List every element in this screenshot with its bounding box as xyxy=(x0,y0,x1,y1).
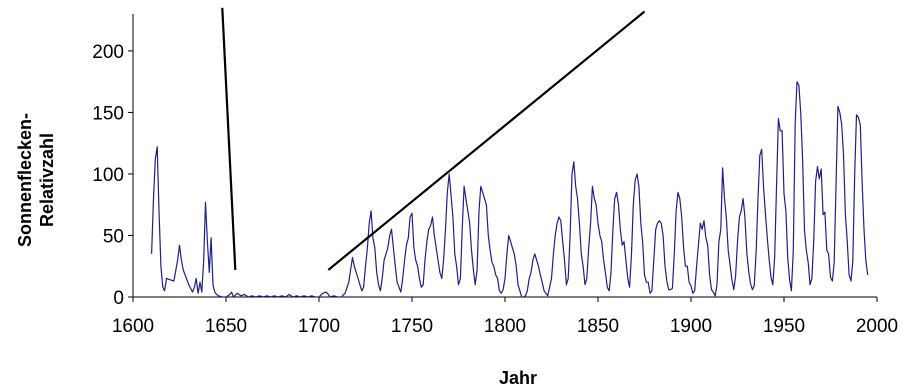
x-tick-label: 1850 xyxy=(577,316,619,337)
x-tick-label: 2000 xyxy=(856,316,898,337)
y-axis-title-line-1: Sonnenflecken- xyxy=(15,113,35,247)
x-tick-label: 1800 xyxy=(484,316,526,337)
x-tick-label: 1600 xyxy=(112,316,154,337)
series-layer xyxy=(151,81,869,298)
sunspot-series-line xyxy=(151,81,869,298)
annotation-line xyxy=(221,7,237,270)
y-tick-label: 50 xyxy=(103,226,124,247)
x-tick-label: 1900 xyxy=(670,316,712,337)
x-axis-title: Jahr xyxy=(499,368,537,388)
y-tick-label: 150 xyxy=(92,103,124,124)
x-axis: 1600 1650 1700 1750 1800 1850 1900 1950 2000 xyxy=(112,296,898,337)
x-tick-label: 1700 xyxy=(298,316,340,337)
y-tick-label: 200 xyxy=(92,42,124,63)
y-axis-title-line-2: Relativzahl xyxy=(37,133,57,227)
y-tick-label: 0 xyxy=(113,288,124,309)
y-axis: 0 50 100 150 200 xyxy=(92,14,134,309)
y-tick-label: 100 xyxy=(92,165,124,186)
x-tick-label: 1950 xyxy=(763,316,805,337)
x-tick-label: 1750 xyxy=(391,316,433,337)
x-tick-label: 1650 xyxy=(205,316,247,337)
annotation-line xyxy=(327,10,646,271)
annotation-layer xyxy=(221,7,646,271)
